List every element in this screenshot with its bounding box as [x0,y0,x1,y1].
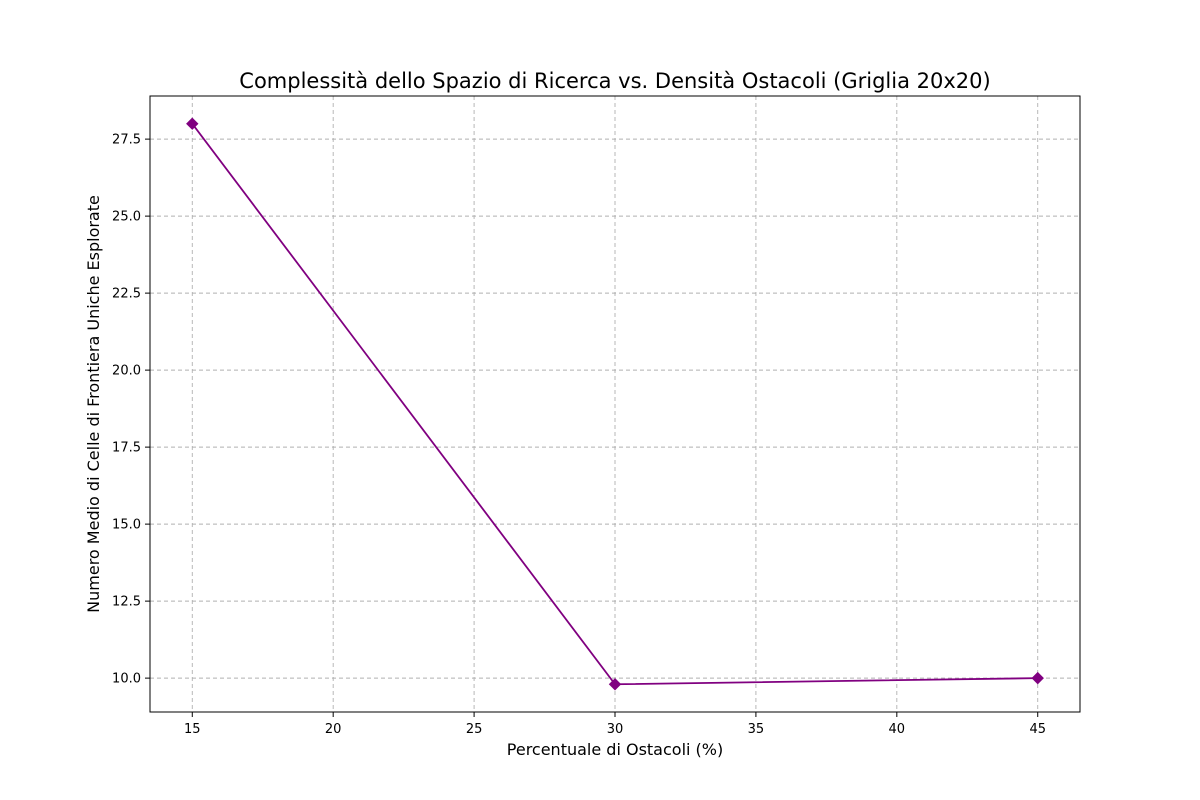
y-tick-label: 15.0 [112,518,141,533]
y-axis-title: Numero Medio di Celle di Frontiera Unich… [84,195,103,613]
y-tick-label: 22.5 [112,287,141,302]
x-axis: 15 20 25 30 35 40 45 [184,712,1046,737]
y-tick-label: 12.5 [112,595,141,610]
y-tick-label: 20.0 [112,364,141,379]
y-tick-label: 27.5 [112,133,141,148]
chart-title: Complessità dello Spazio di Ricerca vs. … [239,69,990,93]
x-axis-title: Percentuale di Ostacoli (%) [507,740,723,759]
x-tick-label: 40 [889,722,906,737]
series [186,117,1044,691]
y-tick-label: 10.0 [112,672,141,687]
y-tick-label: 17.5 [112,441,141,456]
x-tick-label: 45 [1029,722,1046,737]
y-tick-label: 25.0 [112,210,141,225]
x-tick-label: 35 [748,722,765,737]
data-point-marker [608,678,622,691]
x-tick-label: 20 [325,722,342,737]
y-axis: 10.0 12.5 15.0 17.5 20.0 22.5 25.0 27.5 [112,133,150,687]
data-point-marker [186,117,199,130]
x-tick-label: 30 [607,722,624,737]
x-tick-label: 25 [466,722,483,737]
data-point-marker [1031,671,1044,685]
x-tick-label: 15 [184,722,201,737]
